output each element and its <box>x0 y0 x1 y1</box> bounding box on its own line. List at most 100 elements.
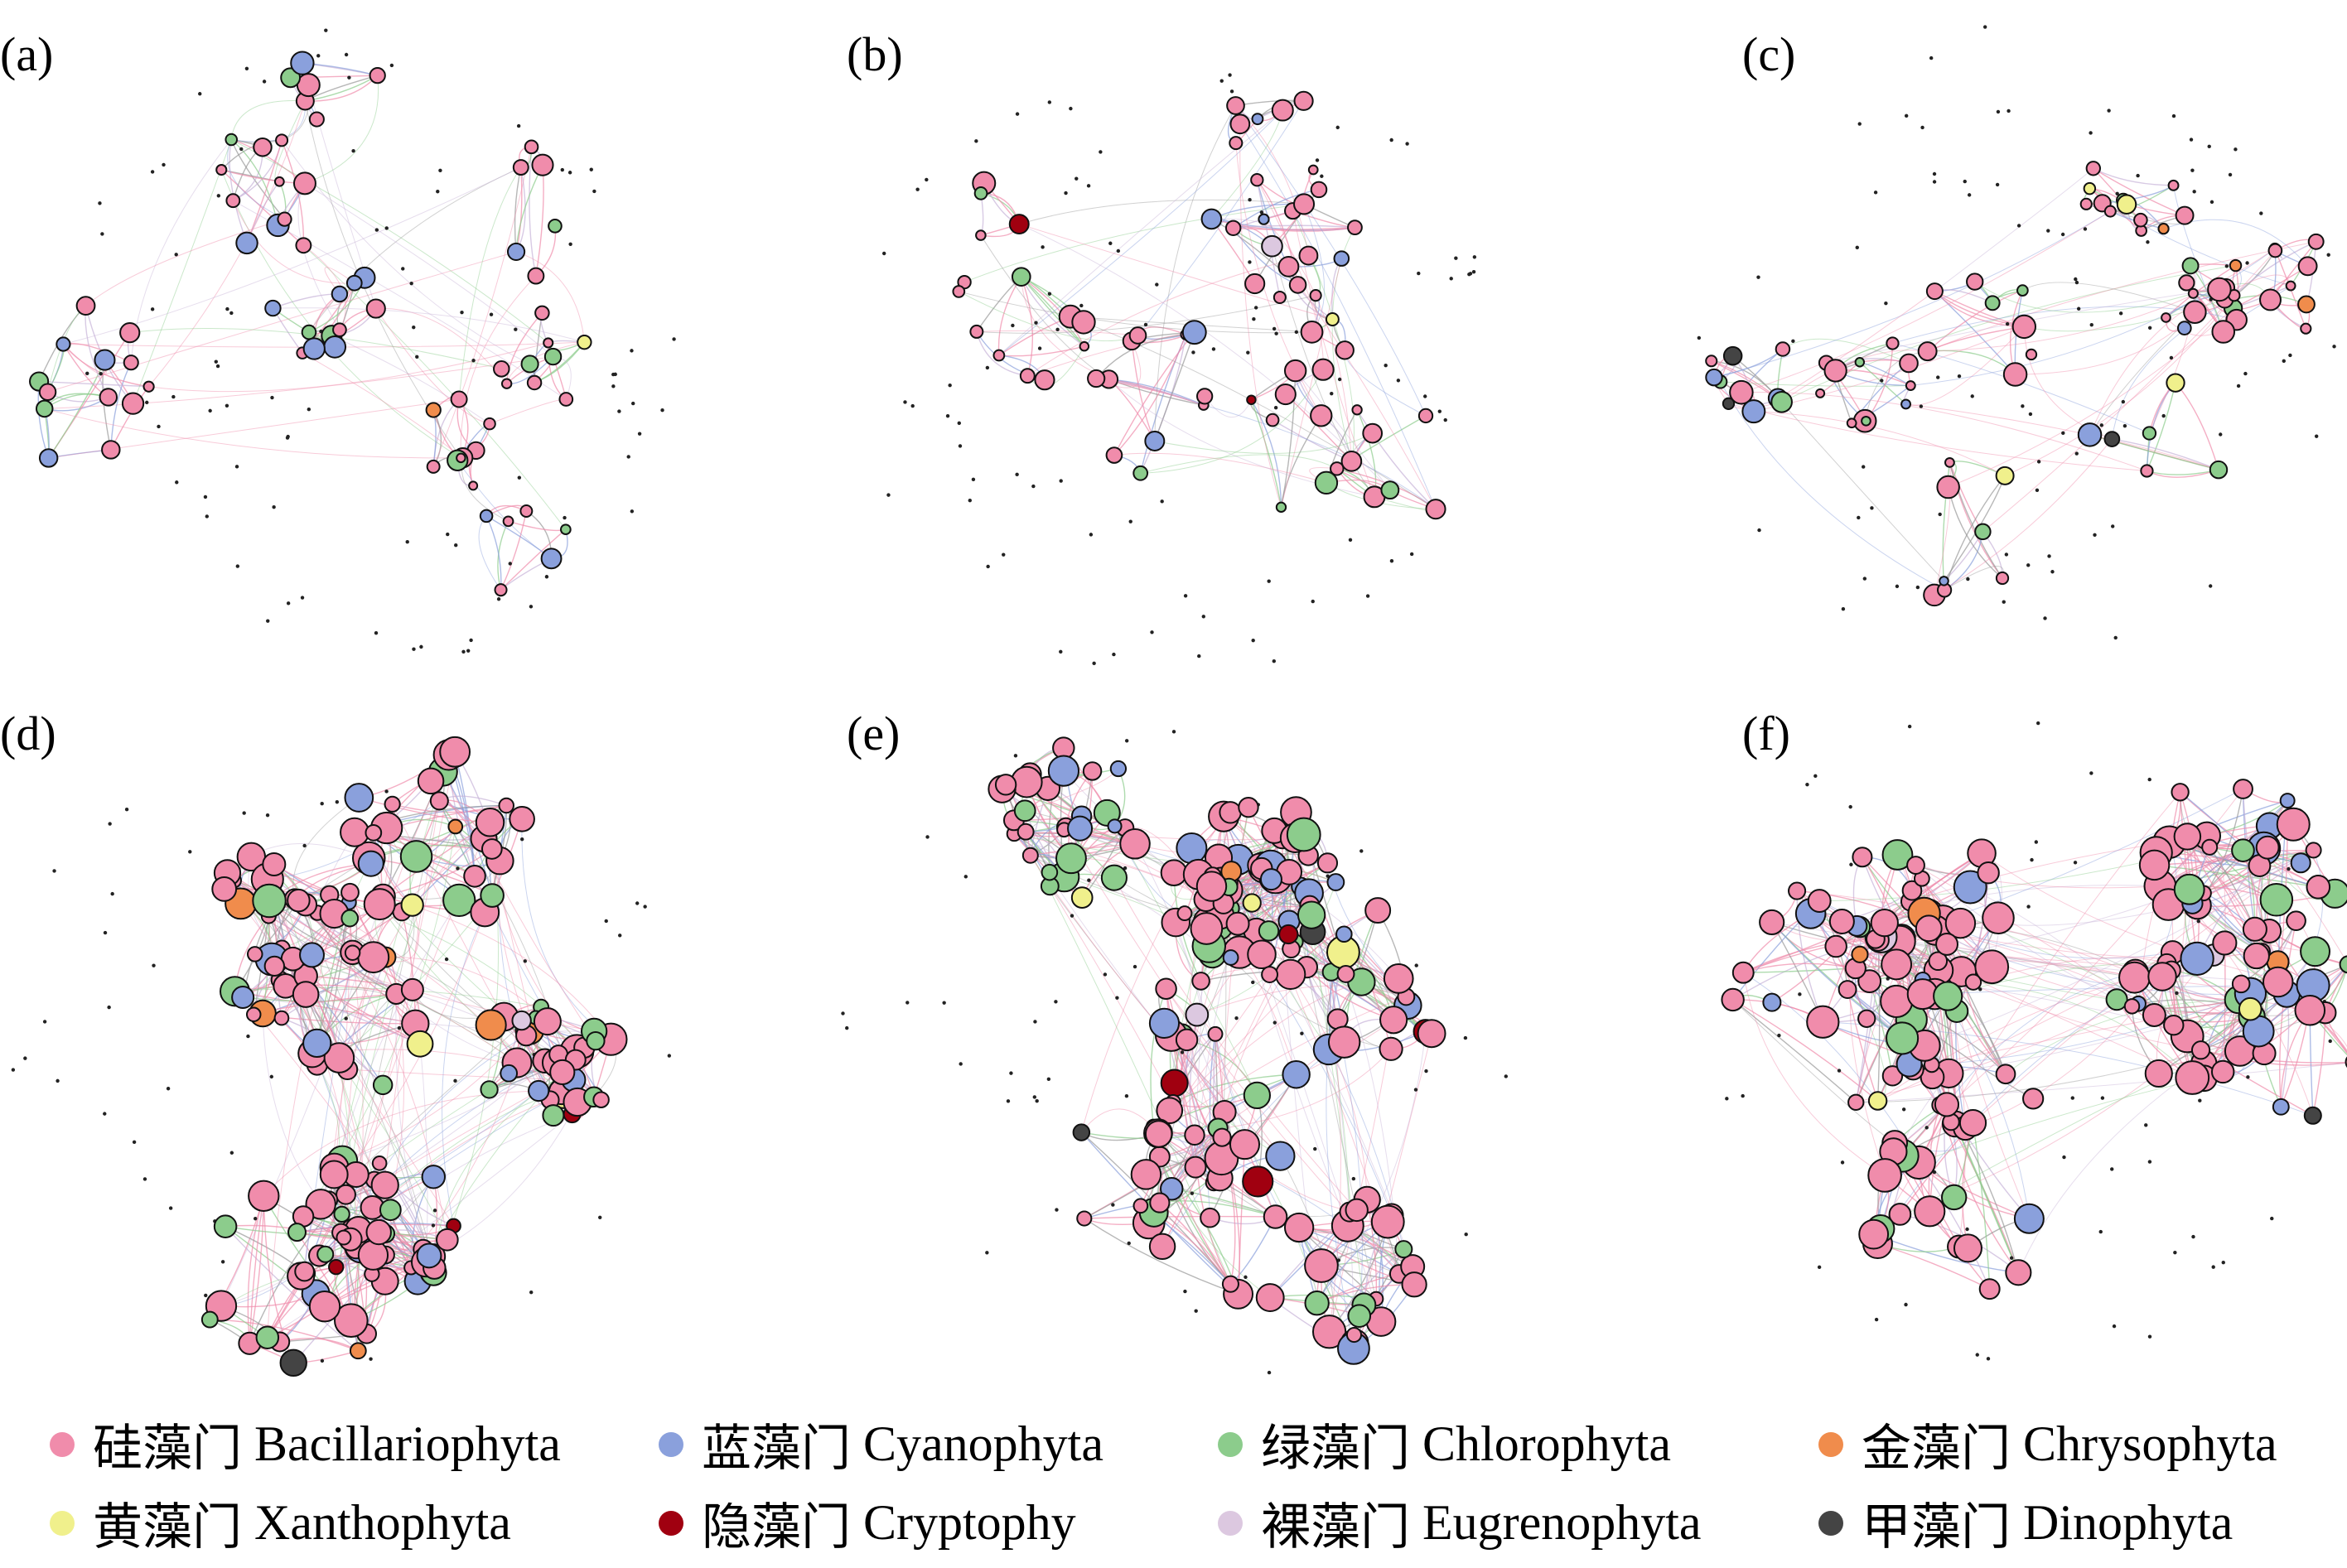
network-edge <box>1856 942 2225 1103</box>
network-node <box>1906 856 1925 875</box>
network-node <box>372 1074 394 1096</box>
isolated-node <box>520 837 524 842</box>
network-node <box>340 909 360 928</box>
isolated-node <box>963 875 968 879</box>
network-edge <box>1027 255 1309 377</box>
isolated-node <box>2028 412 2033 417</box>
network-edge <box>998 345 1084 357</box>
isolated-node <box>1975 1353 1979 1357</box>
isolated-node <box>132 1140 137 1145</box>
isolated-node <box>1041 245 1045 249</box>
isolated-node <box>145 400 149 405</box>
isolated-node <box>2043 616 2047 620</box>
network-edge <box>1720 381 1945 591</box>
isolated-node <box>2169 355 2174 360</box>
network-node <box>1149 1192 1171 1213</box>
network-edge <box>535 165 544 277</box>
isolated-node <box>959 1062 963 1066</box>
network-node <box>1246 394 1257 405</box>
network-node <box>1340 451 1363 472</box>
isolated-node <box>1874 1317 1879 1322</box>
isolated-node <box>316 54 321 58</box>
network-edge <box>1864 350 1928 422</box>
network-edge <box>268 915 416 1025</box>
network-edge <box>1230 957 1392 1049</box>
isolated-node <box>107 1005 111 1010</box>
network-node <box>287 888 311 913</box>
isolated-node <box>2236 384 2241 388</box>
network-edge <box>529 147 537 277</box>
isolated-node <box>1115 996 1119 1000</box>
network-node <box>275 133 289 147</box>
isolated-node <box>2209 200 2214 205</box>
isolated-node <box>229 311 234 316</box>
network-node <box>1881 839 1914 871</box>
network-node <box>2016 284 2029 297</box>
isolated-node <box>2147 1334 2152 1339</box>
isolated-node <box>2146 240 2150 244</box>
network-edge <box>1742 936 1881 973</box>
isolated-node <box>1219 79 1224 83</box>
isolated-node <box>604 919 608 924</box>
network-node <box>2103 205 2117 218</box>
network-edge <box>976 295 1316 334</box>
network-node <box>493 360 510 378</box>
network-node <box>952 285 966 298</box>
network-node <box>1207 1025 1224 1042</box>
network-edge <box>233 880 434 1273</box>
network-node <box>1250 173 1264 187</box>
network-edge <box>1713 210 2111 379</box>
isolated-node <box>1124 739 1129 743</box>
bacillariophyta-dot-icon <box>50 1431 75 1457</box>
network-edge <box>1947 486 2003 579</box>
network-node <box>1200 1207 1220 1228</box>
network-edge <box>1014 833 1213 955</box>
network-edge <box>1897 854 2139 1005</box>
network-node <box>1425 499 1446 520</box>
network-node <box>1974 523 1992 541</box>
network-edge <box>2093 167 2174 186</box>
network-edge <box>1331 258 1342 320</box>
network-edge <box>304 75 379 184</box>
network-edge <box>44 408 463 459</box>
isolated-node <box>384 789 389 794</box>
isolated-node <box>1075 176 1079 181</box>
isolated-node <box>845 1025 849 1030</box>
isolated-node <box>1015 472 1019 477</box>
network-node <box>328 1258 345 1276</box>
isolated-node <box>1201 615 1205 619</box>
network-edge <box>959 291 1312 334</box>
network-edge <box>2146 383 2176 471</box>
network-node <box>1721 987 1745 1012</box>
network-node <box>2176 321 2192 335</box>
isolated-node <box>216 194 221 198</box>
network-node <box>1293 193 1316 215</box>
network-node <box>1008 214 1030 235</box>
network-node <box>1119 828 1151 860</box>
network-node <box>247 946 263 963</box>
panel-label-f: (f) <box>1742 707 1790 760</box>
network-node <box>1275 501 1287 514</box>
isolated-node <box>436 190 440 194</box>
network-node <box>512 159 529 176</box>
legend-item-chlorophyta: 绿藻门 Chlorophyta <box>1218 1408 1671 1480</box>
network-node <box>1953 870 1987 905</box>
isolated-node <box>1857 122 1862 126</box>
network-edge <box>456 460 552 559</box>
network-node <box>252 883 287 919</box>
network-edge <box>1157 1132 1415 1286</box>
network-node <box>542 1104 565 1127</box>
network-edge <box>227 139 285 220</box>
isolated-node <box>2147 1160 2152 1164</box>
network-node <box>1870 909 1899 938</box>
isolated-node <box>1932 171 1937 176</box>
network-edge <box>442 912 485 1227</box>
isolated-node <box>2326 253 2330 257</box>
isolated-node <box>150 170 155 174</box>
network-node <box>215 163 228 176</box>
isolated-node <box>489 312 494 316</box>
legend-item-cyanophyta: 蓝藻门 Cyanophyta <box>659 1408 1103 1480</box>
isolated-node <box>1359 849 1364 853</box>
network-node <box>558 392 574 407</box>
isolated-node <box>1330 391 1334 396</box>
